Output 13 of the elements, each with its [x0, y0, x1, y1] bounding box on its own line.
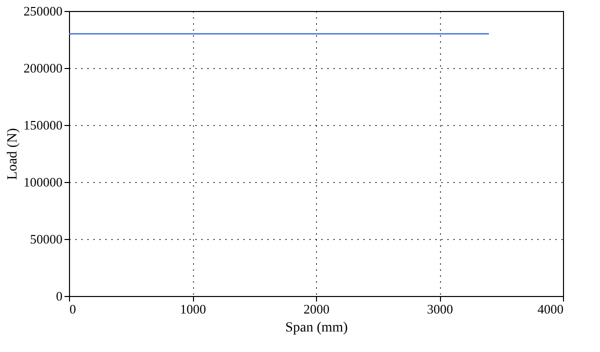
x-tick-label: 1000 [180, 302, 206, 316]
x-axis-title: Span (mm) [285, 320, 348, 336]
y-tick-label: 250000 [24, 4, 62, 18]
x-tick-label: 0 [70, 302, 76, 316]
y-tick-label: 0 [56, 288, 62, 304]
y-tick-label: 50000 [30, 232, 62, 246]
x-tick-label: 3000 [427, 302, 453, 316]
y-tick-label: 150000 [24, 118, 62, 132]
y-tick-label: 100000 [24, 174, 62, 190]
x-tick-label: 2000 [304, 302, 330, 316]
y-axis-title: Load (N) [6, 128, 20, 180]
x-tick-label: 4000 [538, 302, 564, 316]
y-tick-label: 200000 [24, 60, 62, 76]
